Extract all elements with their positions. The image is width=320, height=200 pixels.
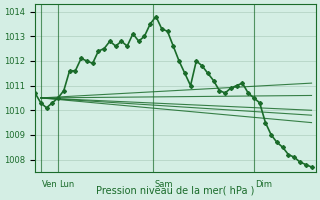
- X-axis label: Pression niveau de la mer( hPa ): Pression niveau de la mer( hPa ): [96, 186, 255, 196]
- Text: Dim: Dim: [255, 180, 272, 189]
- Text: Lun: Lun: [60, 180, 75, 189]
- Text: Ven: Ven: [42, 180, 58, 189]
- Text: Sam: Sam: [155, 180, 173, 189]
